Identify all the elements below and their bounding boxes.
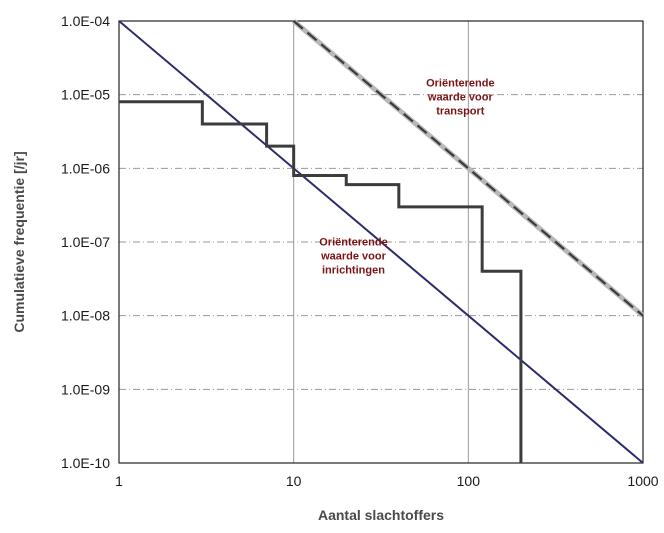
y-tick-label-3: 1.0E-07 xyxy=(61,234,110,250)
y-tick-label-1: 1.0E-09 xyxy=(61,381,110,397)
x-axis-title: Aantal slachtoffers xyxy=(318,507,444,523)
y-tick-label-5: 1.0E-05 xyxy=(61,87,110,103)
y-tick-label-2: 1.0E-08 xyxy=(61,308,110,324)
x-axis-ticks: 1 10 100 1000 xyxy=(115,473,659,489)
x-tick-label-1: 10 xyxy=(286,473,302,489)
annotation-1-line-0: Oriënterende xyxy=(319,236,387,248)
annotation-0-line-2: transport xyxy=(436,105,485,117)
x-tick-label-3: 1000 xyxy=(627,473,658,489)
x-tick-label-0: 1 xyxy=(115,473,123,489)
y-tick-label-6: 1.0E-04 xyxy=(61,13,110,29)
y-tick-label-0: 1.0E-10 xyxy=(61,455,110,471)
series-step-line xyxy=(119,100,523,463)
annotation-0-line-0: Oriënterende xyxy=(426,77,494,89)
annotation-0-line-1: waarde voor xyxy=(427,91,494,103)
y-axis-title: Cumulatieve frequentie [/jr] xyxy=(11,151,27,332)
plot-frame xyxy=(118,20,644,464)
series-inrichtingen-line xyxy=(118,20,644,464)
y-tick-label-4: 1.0E-06 xyxy=(61,160,110,176)
annotation-1-line-1: waarde voor xyxy=(320,250,387,262)
annotations: Oriënterende waarde voor transport Oriënter… xyxy=(319,77,494,276)
x-tick-label-2: 100 xyxy=(457,473,481,489)
y-axis-ticks: 1.0E-10 1.0E-09 1.0E-08 1.0E-07 1.0E-06 1.0E-… xyxy=(61,13,110,471)
series-layer xyxy=(118,19,645,464)
series-transport-line xyxy=(292,20,644,317)
annotation-1-line-2: inrichtingen xyxy=(322,264,385,276)
